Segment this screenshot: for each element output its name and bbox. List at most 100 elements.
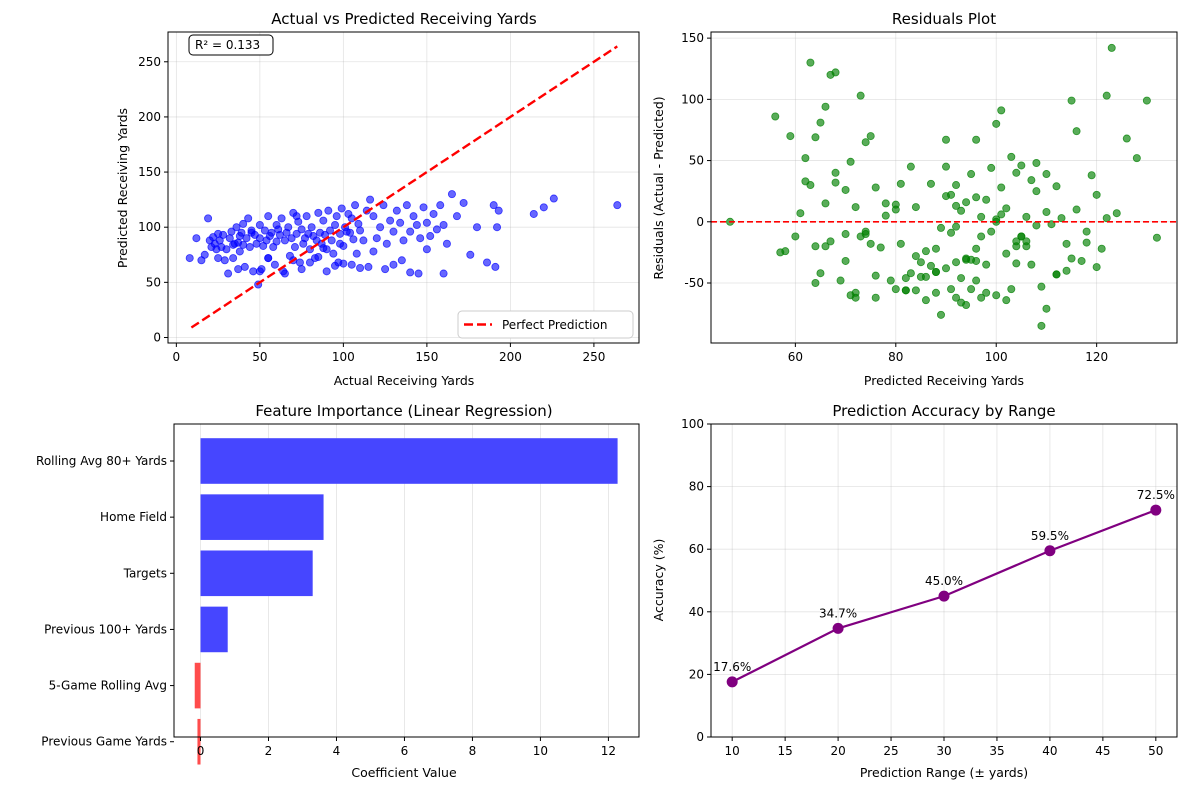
scatter-point	[270, 260, 279, 269]
residual-point	[831, 68, 840, 77]
residual-point	[906, 162, 915, 171]
x-tick-label: 8	[469, 744, 477, 758]
x-tick-label: 35	[989, 744, 1004, 758]
residual-point	[972, 244, 981, 253]
residual-point	[957, 206, 966, 215]
residual-point	[947, 190, 956, 199]
scatter-point	[439, 269, 448, 278]
accuracy-marker	[1044, 545, 1056, 557]
scatter-point	[319, 244, 328, 253]
x-tick-label: 20	[830, 744, 845, 758]
bar-0	[200, 438, 618, 484]
residual-point	[916, 258, 925, 267]
scatter-point	[322, 267, 331, 276]
residual-point	[841, 230, 850, 239]
residual-point	[1012, 168, 1021, 177]
scatter-point	[489, 201, 498, 210]
y-tick-label: -50	[684, 276, 704, 290]
residual-point	[926, 261, 935, 270]
residual-point	[831, 178, 840, 187]
scatter-point	[314, 208, 323, 217]
scatter-point	[459, 198, 468, 207]
residual-point	[972, 135, 981, 144]
residual-point	[952, 222, 961, 231]
residual-point	[1082, 238, 1091, 247]
residual-point	[1077, 256, 1086, 265]
scatter-point	[447, 190, 456, 199]
x-axis-label: Actual Receiving Yards	[334, 373, 475, 388]
residual-point	[1052, 270, 1061, 279]
scatter-point	[305, 258, 314, 267]
scatter-point	[392, 206, 401, 215]
legend-label: Perfect Prediction	[502, 318, 607, 332]
residual-point	[1042, 170, 1051, 179]
residual-point	[1007, 285, 1016, 294]
x-tick-label: 60	[788, 350, 803, 364]
scatter-point	[369, 247, 378, 256]
axis-ticks: 0 2 4 6 8 10 12 Rolling Avg 80+ Yards Home Field…	[36, 454, 616, 758]
scatter-point	[466, 250, 475, 259]
residual-point	[876, 243, 885, 252]
scatter-point	[366, 195, 375, 204]
residual-point	[1002, 296, 1011, 305]
scatter-point	[219, 230, 228, 239]
x-tick-label: 0	[197, 744, 205, 758]
scatter-point	[192, 234, 201, 243]
scatter-point	[326, 226, 335, 235]
scatter-point	[204, 214, 213, 223]
residual-point	[942, 162, 951, 171]
residual-point	[977, 293, 986, 302]
scatter-point	[389, 227, 398, 236]
x-tick-label: 10	[725, 744, 740, 758]
residual-point	[1112, 209, 1121, 218]
scatter-point	[227, 227, 236, 236]
residual-point	[881, 211, 890, 220]
residual-point	[861, 138, 870, 147]
residual-point	[1027, 176, 1036, 185]
axis-ticks: 0 50 100 150 200 250 0 50 100 150 200 250	[138, 55, 605, 364]
scatter-point	[319, 216, 328, 225]
residual-point	[982, 195, 991, 204]
residual-point	[901, 286, 910, 295]
y-tick-label: 50	[146, 275, 161, 289]
scatter-point	[185, 254, 194, 263]
y-tick-label: 250	[138, 55, 161, 69]
scatter-point	[493, 223, 502, 232]
residual-point	[967, 285, 976, 294]
residual-point	[1097, 244, 1106, 253]
residual-point	[846, 157, 855, 166]
residual-point	[992, 291, 1001, 300]
scatter-point	[332, 212, 341, 221]
scatter-point	[237, 228, 246, 237]
residual-point	[871, 183, 880, 192]
y-tick-label: 0	[153, 330, 161, 344]
residual-point	[1082, 227, 1091, 236]
x-axis-label: Prediction Range (± yards)	[860, 765, 1028, 780]
residual-point	[942, 264, 951, 273]
scatter-point	[549, 194, 558, 203]
scatter-point	[232, 223, 241, 232]
x-tick-label: 25	[883, 744, 898, 758]
residual-point	[962, 198, 971, 207]
scatter-point	[239, 240, 248, 249]
scatter-point	[442, 239, 451, 248]
y-tick-label: 0	[696, 730, 704, 744]
residual-point	[826, 237, 835, 246]
scatter-point	[235, 247, 244, 256]
scatter-point	[272, 220, 281, 229]
scatter-point	[386, 216, 395, 225]
scatter-point	[372, 234, 381, 243]
y-tick-label: 100	[138, 220, 161, 234]
scatter-point	[364, 262, 373, 271]
scatter-point	[255, 267, 264, 276]
scatter-points	[726, 43, 1161, 330]
x-tick-label: 50	[1148, 744, 1163, 758]
residual-point	[1037, 321, 1046, 330]
residual-point	[841, 185, 850, 194]
residual-point	[921, 247, 930, 256]
scatter-point	[222, 245, 231, 254]
scatter-point	[613, 201, 622, 210]
scatter-point	[234, 265, 243, 274]
scatter-point	[264, 212, 273, 221]
residual-point	[972, 256, 981, 265]
